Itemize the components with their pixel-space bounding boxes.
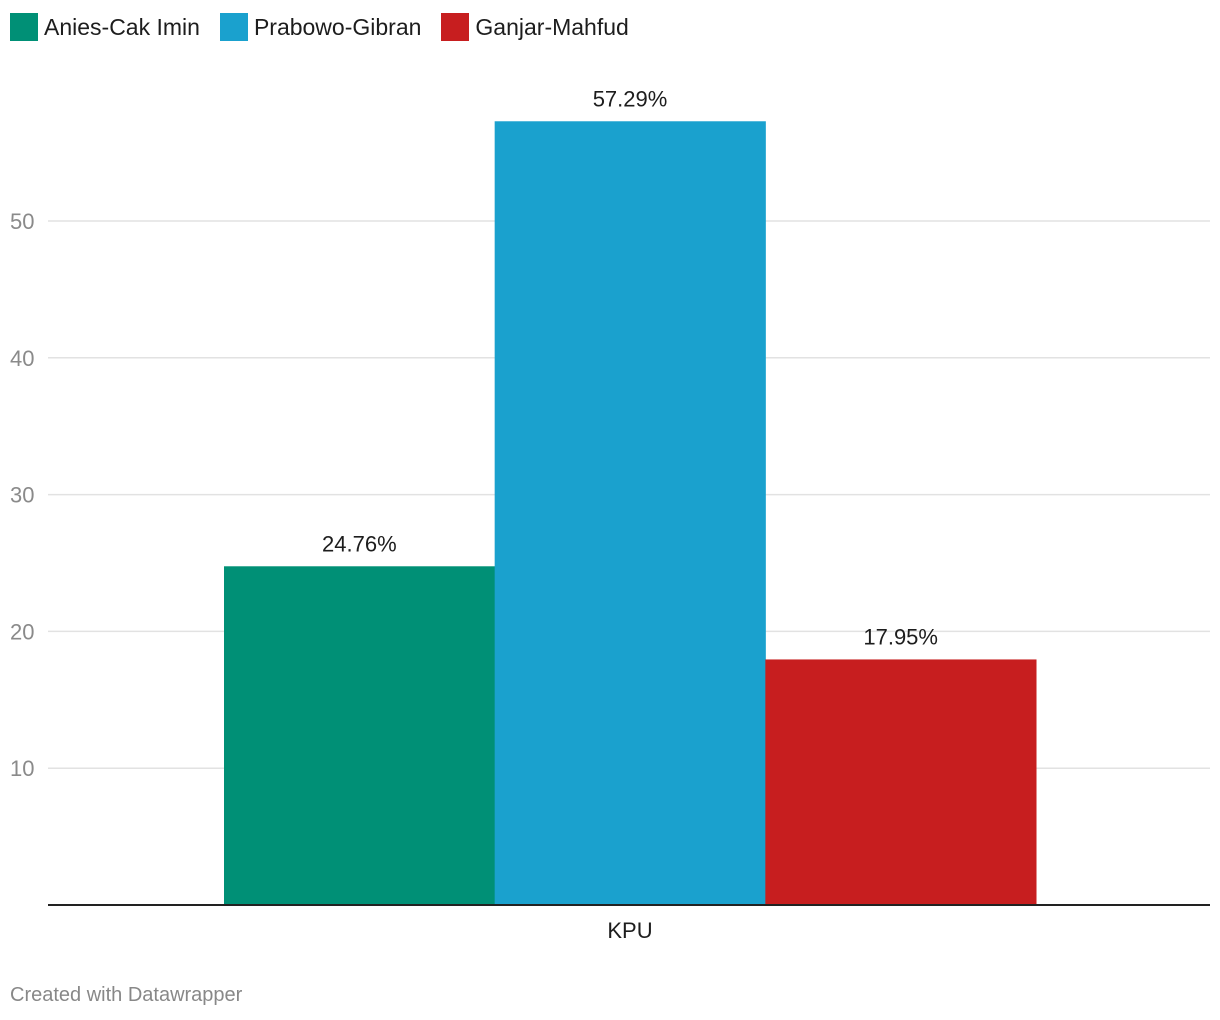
bar xyxy=(224,566,496,905)
x-category-label: KPU xyxy=(607,918,652,943)
y-tick-label: 40 xyxy=(10,346,34,371)
legend-swatch xyxy=(441,13,470,41)
legend-item-ganjar-mahfud: Ganjar-Mahfud xyxy=(441,13,629,41)
data-labels: 24.76% 57.29% 17.95% xyxy=(322,86,938,649)
legend-item-prabowo-gibran: Prabowo-Gibran xyxy=(219,13,422,41)
axes: 10 20 30 40 50 KPU xyxy=(10,209,1210,943)
bar-chart: 24.76% 57.29% 17.95% 10 20 30 40 50 KPU xyxy=(10,86,1210,943)
y-tick-label: 30 xyxy=(10,483,34,508)
legend-label: Anies-Cak Imin xyxy=(44,14,200,40)
legend-label: Prabowo-Gibran xyxy=(253,14,422,40)
footer-credit: Created with Datawrapper xyxy=(10,984,243,1006)
legend-swatch xyxy=(219,13,248,41)
legend-item-anies-cak-imin: Anies-Cak Imin xyxy=(10,13,200,41)
bar-value-label: 17.95% xyxy=(863,624,938,649)
legend-swatch xyxy=(10,13,38,41)
y-tick-label: 50 xyxy=(10,209,34,234)
bars xyxy=(224,121,1037,905)
bar xyxy=(765,659,1037,905)
chart-legend: Anies-Cak Imin Prabowo-Gibran Ganjar-Mah… xyxy=(10,12,649,42)
y-tick-label: 20 xyxy=(10,619,34,644)
bar-value-label: 24.76% xyxy=(322,531,397,556)
y-tick-label: 10 xyxy=(10,756,34,781)
bar-value-label: 57.29% xyxy=(593,86,668,111)
legend-label: Ganjar-Mahfud xyxy=(475,14,629,40)
bar xyxy=(494,121,766,905)
